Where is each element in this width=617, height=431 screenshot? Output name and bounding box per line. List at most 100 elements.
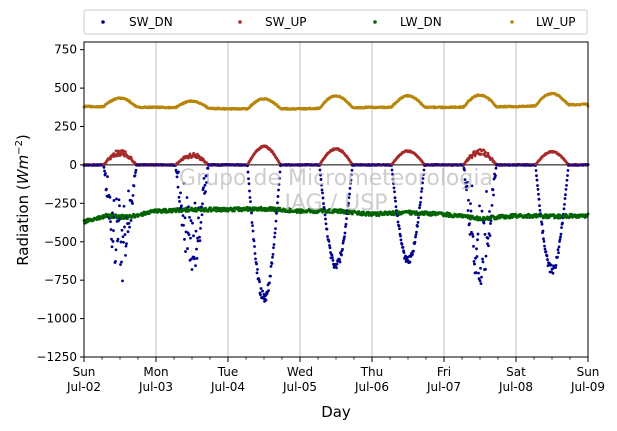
sw-dn-point bbox=[566, 174, 569, 177]
sw-dn-point bbox=[560, 226, 563, 229]
sw-dn-point bbox=[471, 232, 474, 236]
sw-dn-point bbox=[120, 260, 123, 264]
sw-dn-point bbox=[198, 235, 201, 239]
sw-dn-point bbox=[562, 207, 566, 211]
sw-dn-point bbox=[200, 213, 204, 217]
sw-dn-point bbox=[412, 249, 415, 253]
sw-dn-point bbox=[343, 235, 346, 239]
sw-dn-point bbox=[197, 216, 200, 220]
lw-dn-point bbox=[415, 210, 418, 214]
sw-dn-point bbox=[564, 193, 567, 197]
sw-dn-point bbox=[319, 173, 322, 177]
legend-marker-sw-dn bbox=[101, 20, 105, 24]
sw-dn-point bbox=[392, 186, 396, 190]
sw-dn-point bbox=[470, 184, 474, 188]
sw-dn-point bbox=[118, 204, 121, 208]
watermark: Grupo de Micrometeorologia IAG / USP bbox=[179, 166, 493, 216]
sw-dn-point bbox=[105, 187, 108, 191]
sw-dn-point bbox=[187, 205, 190, 209]
lw-dn-point bbox=[209, 206, 212, 210]
sw-dn-point bbox=[185, 196, 189, 199]
sw-dn-point bbox=[111, 211, 114, 215]
y-tick-label: −750 bbox=[44, 273, 77, 287]
sw-dn-point bbox=[401, 246, 405, 249]
sw-dn-point bbox=[202, 186, 205, 190]
sw-dn-point bbox=[134, 168, 138, 172]
sw-dn-point bbox=[248, 196, 252, 199]
sw-dn-point bbox=[278, 170, 282, 174]
x-tick-label-weekday: Tue bbox=[217, 365, 239, 379]
sw-dn-point bbox=[538, 204, 541, 208]
legend: SW_DN SW_UP LW_DN LW_UP bbox=[83, 9, 588, 35]
sw-dn-point bbox=[274, 227, 277, 231]
sw-dn-point bbox=[322, 202, 325, 205]
sw-dn-point bbox=[349, 182, 352, 186]
lw-dn-point bbox=[545, 216, 548, 220]
sw-dn-point bbox=[257, 278, 261, 281]
sw-dn-point bbox=[545, 254, 549, 258]
sw-up-point bbox=[124, 150, 127, 154]
sw-dn-point bbox=[123, 225, 126, 229]
sw-dn-point bbox=[190, 268, 194, 271]
x-tick-label-date: Jul-07 bbox=[426, 380, 461, 394]
sw-dn-point bbox=[556, 255, 559, 259]
sw-dn-point bbox=[192, 234, 195, 238]
sw-dn-point bbox=[270, 262, 274, 265]
sw-dn-point bbox=[253, 252, 257, 255]
sw-dn-point bbox=[391, 177, 395, 181]
sw-dn-point bbox=[484, 267, 487, 271]
y-tick-label: −250 bbox=[44, 196, 77, 210]
sw-dn-point bbox=[419, 196, 423, 200]
sw-dn-point bbox=[278, 176, 281, 180]
sw-dn-point bbox=[494, 166, 498, 170]
sw-dn-point bbox=[417, 216, 420, 220]
sw-dn-point bbox=[392, 182, 395, 186]
legend-label-sw-up: SW_UP bbox=[265, 15, 307, 29]
sw-dn-point bbox=[124, 253, 127, 257]
sw-up-point bbox=[482, 148, 486, 152]
sw-dn-point bbox=[488, 210, 491, 213]
sw-dn-point bbox=[558, 237, 562, 241]
sw-dn-point bbox=[114, 248, 118, 252]
sw-dn-point bbox=[111, 240, 115, 243]
sw-dn-point bbox=[195, 247, 198, 251]
sw-dn-point bbox=[327, 239, 331, 243]
sw-dn-point bbox=[328, 246, 332, 250]
sw-dn-point bbox=[269, 274, 272, 278]
sw-dn-point bbox=[252, 239, 256, 243]
sw-dn-point bbox=[102, 165, 106, 169]
sw-dn-point bbox=[181, 214, 185, 217]
sw-dn-point bbox=[350, 168, 354, 172]
sw-dn-point bbox=[393, 196, 397, 200]
sw-dn-point bbox=[563, 197, 567, 200]
sw-dn-point bbox=[536, 187, 540, 191]
sw-dn-point bbox=[400, 242, 404, 246]
sw-dn-point bbox=[350, 173, 353, 177]
x-axis-title: Day bbox=[321, 403, 351, 421]
sw-dn-point bbox=[203, 183, 207, 187]
sw-dn-point bbox=[255, 271, 259, 275]
sw-dn-point bbox=[328, 243, 331, 247]
sw-dn-point bbox=[465, 184, 469, 188]
sw-dn-point bbox=[179, 191, 182, 195]
sw-dn-point bbox=[129, 219, 133, 222]
sw-dn-point bbox=[119, 263, 122, 266]
sw-dn-point bbox=[483, 233, 487, 236]
sw-dn-point bbox=[277, 183, 281, 186]
sw-dn-point bbox=[535, 174, 538, 178]
sw-dn-point bbox=[549, 263, 553, 267]
sw-dn-point bbox=[467, 198, 470, 202]
sw-dn-point bbox=[566, 169, 570, 172]
sw-dn-point bbox=[178, 200, 181, 203]
sw-dn-point bbox=[397, 224, 401, 228]
sw-dn-point bbox=[340, 253, 343, 257]
sw-dn-point bbox=[272, 243, 276, 246]
x-tick-label-weekday: Sat bbox=[506, 365, 526, 379]
sw-dn-point bbox=[399, 238, 403, 242]
sw-dn-point bbox=[256, 267, 259, 271]
sw-dn-point bbox=[121, 279, 124, 283]
sw-dn-point bbox=[342, 237, 346, 241]
sw-dn-point bbox=[329, 251, 332, 254]
sw-dn-point bbox=[422, 168, 426, 172]
sw-dn-point bbox=[344, 222, 348, 226]
